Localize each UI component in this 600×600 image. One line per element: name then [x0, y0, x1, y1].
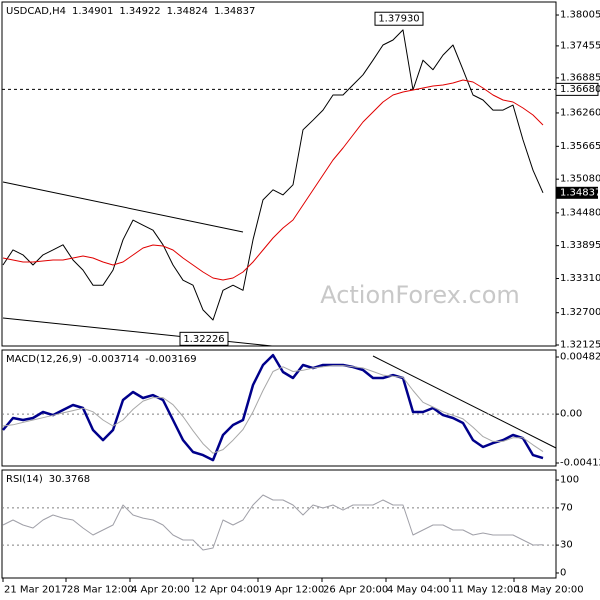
panel	[1, 349, 557, 467]
x-tick-label: 4 May 04:00	[387, 585, 449, 596]
y-tick-label: 1.35080	[560, 174, 600, 185]
y-tick-label: 1.32700	[560, 307, 600, 318]
x-tick-label: 21 Mar 2017	[4, 585, 67, 596]
y-tick-label: 1.33895	[560, 240, 600, 251]
header-value: 1.34837	[214, 6, 255, 17]
header-value: -0.003169	[145, 354, 196, 365]
y-tick-label: 1.38005	[560, 10, 600, 21]
x-tick-label: 12 Apr 04:00	[194, 585, 259, 596]
header-title: RSI(14)	[6, 474, 43, 485]
annotation-box	[374, 11, 424, 26]
header-title: MACD(12,26,9)	[6, 354, 82, 365]
panel-header: MACD(12,26,9) -0.003714 -0.003169	[6, 354, 197, 365]
y-tick-label: 100	[560, 475, 579, 486]
y-tick-label: 1.35665	[560, 141, 600, 152]
price-label: 1.34837	[560, 187, 600, 198]
y-tick-label: 1.37455	[560, 40, 600, 51]
watermark: ActionForex.com	[320, 281, 520, 309]
annotation-label: 1.37930	[378, 14, 419, 25]
level-label: 1.36680	[560, 84, 600, 95]
x-tick-label: 4 Apr 20:00	[131, 585, 190, 596]
panel-header: RSI(14) 30.3768	[6, 474, 90, 485]
y-tick-label: 1.34480	[560, 207, 600, 218]
x-tick-label: 28 Mar 12:00	[67, 585, 134, 596]
header-title: USDCAD,H4	[6, 6, 66, 17]
trend-line	[2, 317, 273, 347]
x-tick-label: 19 Apr 12:00	[259, 585, 324, 596]
header-value: 30.3768	[49, 474, 90, 485]
annotation-box	[179, 331, 229, 346]
y-tick-label: 0.004827	[560, 351, 600, 362]
series-line	[2, 494, 544, 551]
price-box	[556, 186, 598, 199]
x-tick-label: 11 May 12:00	[451, 585, 520, 596]
series-line	[2, 353, 544, 462]
y-tick-label: 1.36260	[560, 107, 600, 118]
panel-header: USDCAD,H4 1.34901 1.34922 1.34824 1.34837	[6, 6, 255, 17]
header-value: 1.34824	[167, 6, 208, 17]
y-tick-label: 1.32125	[560, 339, 600, 350]
y-tick-label: 1.36885	[560, 72, 600, 83]
panel	[1, 1, 557, 347]
annotation-label: 1.32226	[183, 334, 224, 345]
x-tick-label: 26 Apr 20:00	[323, 585, 388, 596]
x-tick-label: 18 May 20:00	[515, 585, 584, 596]
trend-line	[2, 181, 244, 233]
series-line	[2, 79, 544, 281]
y-tick-label: 30	[560, 540, 573, 551]
header-value: 1.34901	[72, 6, 113, 17]
panel	[1, 469, 557, 579]
level-box	[555, 82, 599, 96]
y-tick-label: 0.00	[560, 409, 582, 420]
series-line	[2, 365, 544, 454]
y-tick-label: 0	[560, 567, 566, 578]
y-tick-label: 70	[560, 502, 573, 513]
header-value: -0.003714	[88, 354, 139, 365]
y-tick-label: -0.004129	[560, 458, 600, 469]
series-line	[2, 29, 544, 321]
trend-line	[372, 355, 557, 449]
header-value: 1.34922	[119, 6, 160, 17]
y-tick-label: 1.33310	[560, 273, 600, 284]
